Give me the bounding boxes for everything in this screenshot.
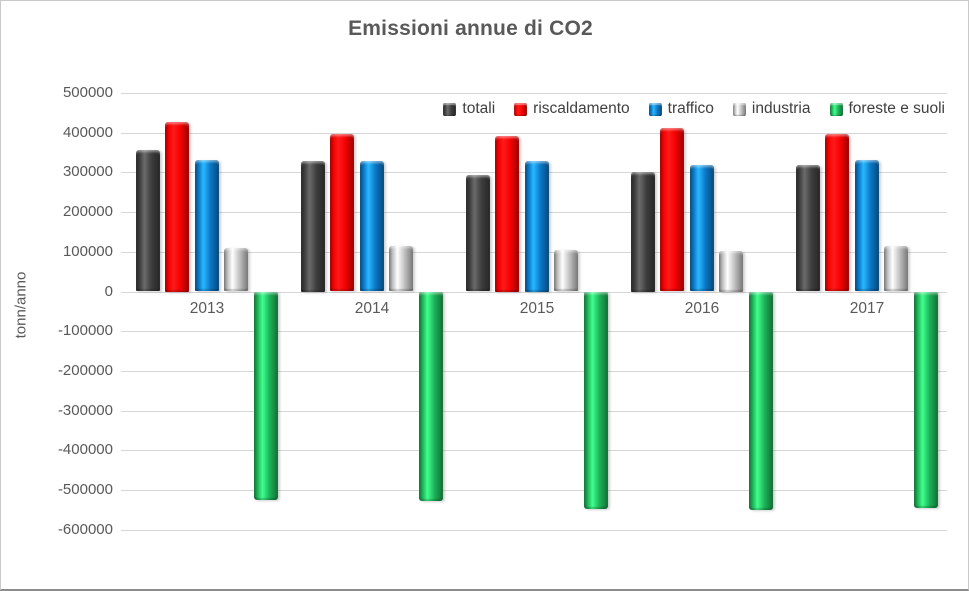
legend-item-riscaldamento: riscaldamento: [514, 100, 630, 118]
gridline: [121, 450, 947, 451]
bar-foreste-e-suoli-2017: [913, 291, 938, 509]
y-tick-label: -400000: [57, 441, 113, 459]
bar-foreste-e-suoli-2016: [748, 291, 773, 510]
bar-industria-2013: [224, 247, 249, 292]
legend-marker-riscaldamento: [514, 102, 528, 116]
legend-item-industria: industria: [732, 100, 811, 118]
legend-label: traffico: [667, 100, 714, 117]
gridline: [121, 371, 947, 372]
y-tick-label: 300000: [62, 163, 113, 181]
x-tick-label-2013: 2013: [189, 300, 225, 317]
y-tick-label: -500000: [57, 481, 113, 498]
legend-item-foreste-e-suoli: foreste e suoli: [829, 100, 946, 118]
x-tick-label-2016: 2016: [684, 300, 720, 317]
legend-marker-totali: [443, 102, 457, 116]
bar-riscaldamento-2014: [330, 134, 355, 292]
bar-industria-2016: [719, 251, 744, 292]
y-tick-label: 500000: [62, 84, 113, 101]
y-tick-label: 100000: [62, 242, 113, 260]
y-tick-label: -200000: [57, 361, 113, 379]
legend-marker-foreste-e-suoli: [829, 102, 843, 116]
bar-traffico-2017: [854, 159, 879, 292]
bar-foreste-e-suoli-2015: [583, 291, 608, 509]
bar-foreste-e-suoli-2014: [418, 291, 443, 502]
gridline: [121, 292, 947, 293]
x-tick-label-2015: 2015: [519, 300, 555, 317]
bar-industria-2015: [554, 250, 579, 292]
legend-item-totali: totali: [443, 100, 495, 118]
bar-riscaldamento-2013: [165, 122, 190, 292]
legend-label: industria: [751, 100, 811, 117]
gridline: [121, 530, 947, 531]
bar-riscaldamento-2015: [495, 135, 520, 292]
y-tick-label: 200000: [62, 203, 113, 221]
gridline: [121, 331, 947, 332]
bar-totali-2015: [466, 174, 490, 292]
legend-marker-traffico: [648, 102, 662, 116]
y-tick-label: -600000: [57, 520, 113, 538]
bar-totali-2016: [631, 172, 655, 292]
legend-label: riscaldamento: [533, 100, 630, 117]
bar-traffico-2016: [689, 164, 714, 292]
bar-riscaldamento-2016: [660, 128, 685, 292]
bar-foreste-e-suoli-2013: [253, 291, 278, 501]
x-tick-label-2017: 2017: [849, 300, 885, 317]
bar-riscaldamento-2017: [825, 134, 850, 292]
chart-title: Emissioni annue di CO2: [348, 17, 593, 40]
bar-traffico-2013: [194, 160, 219, 292]
gridline: [121, 490, 947, 491]
gridline: [121, 133, 947, 134]
gridline: [121, 93, 947, 94]
bar-traffico-2014: [359, 160, 384, 292]
legend-label: totali: [462, 100, 496, 117]
bar-traffico-2015: [524, 160, 549, 292]
y-tick-label: 0: [104, 282, 113, 300]
bar-industria-2017: [884, 245, 909, 292]
legend-label: foreste e suoli: [848, 100, 946, 117]
bar-industria-2014: [389, 246, 414, 292]
legend: totali riscaldamento traffico industria fore…: [443, 100, 945, 118]
x-tick-label-2014: 2014: [354, 300, 390, 317]
bar-totali-2014: [301, 160, 325, 292]
y-tick-label: -100000: [57, 322, 113, 340]
y-tick-label: 400000: [62, 123, 113, 141]
gridline: [121, 411, 947, 412]
bar-totali-2013: [136, 150, 160, 292]
legend-item-traffico: traffico: [648, 100, 714, 118]
legend-marker-industria: [732, 102, 746, 116]
y-tick-label: -300000: [57, 401, 113, 419]
bar-totali-2017: [796, 165, 820, 292]
